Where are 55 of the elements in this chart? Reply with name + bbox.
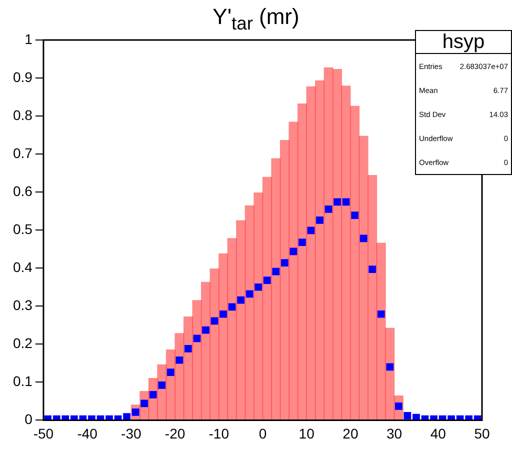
x-tick-label: 50 (474, 425, 490, 442)
x-tick-label: -50 (33, 425, 54, 442)
point (307, 226, 315, 234)
point (404, 412, 412, 420)
point (412, 414, 420, 420)
point (184, 345, 192, 352)
point (193, 334, 201, 342)
chart-title: Y'$_{tar}$ (mr) (212, 4, 300, 34)
point (368, 266, 376, 273)
y-tick-label: 0.3 (12, 297, 33, 313)
point (316, 216, 324, 224)
x-tick-label: 30 (386, 425, 402, 442)
x-tick-label: -40 (77, 425, 98, 442)
point (210, 317, 218, 325)
y-tick-label: 0.5 (12, 220, 33, 237)
point (202, 326, 210, 334)
point (176, 356, 184, 364)
point (342, 198, 350, 206)
point (123, 413, 130, 420)
point (334, 198, 341, 206)
y-tick-label: 0.7 (12, 144, 33, 161)
y-tick-label: 1 (24, 30, 33, 47)
point (351, 212, 359, 219)
point (158, 382, 166, 389)
point (290, 248, 298, 256)
x-tick-label: -10 (208, 425, 230, 442)
y-tick-label: 0 (24, 411, 33, 428)
y-tick-label: 0.6 (12, 182, 33, 199)
x-tick-label: -20 (164, 425, 186, 442)
x-tick-label: 10 (298, 425, 315, 442)
y-tick-label: 0.9 (12, 68, 33, 85)
x-tick-label: -30 (121, 425, 142, 442)
y-tick-label: 0.2 (12, 335, 33, 352)
y-tick-label: 0.1 (12, 373, 33, 390)
annotation: hsyp (416, 31, 511, 54)
point (166, 368, 174, 376)
point (220, 310, 227, 318)
point (298, 238, 306, 246)
point (280, 259, 288, 266)
y-tick-label: 0.8 (12, 106, 33, 123)
point (360, 234, 368, 242)
x-tick-label: 0 (258, 425, 267, 442)
point (324, 206, 332, 213)
point (254, 283, 262, 291)
point (246, 290, 254, 298)
point (386, 363, 394, 371)
point (237, 296, 244, 304)
point (263, 276, 271, 284)
point (228, 303, 236, 311)
x-tick-label: 40 (430, 425, 446, 442)
point (149, 391, 157, 398)
x-tick-label: 20 (342, 425, 358, 442)
point (272, 268, 280, 276)
y-tick-label: 0.4 (12, 258, 33, 275)
point (377, 310, 385, 318)
